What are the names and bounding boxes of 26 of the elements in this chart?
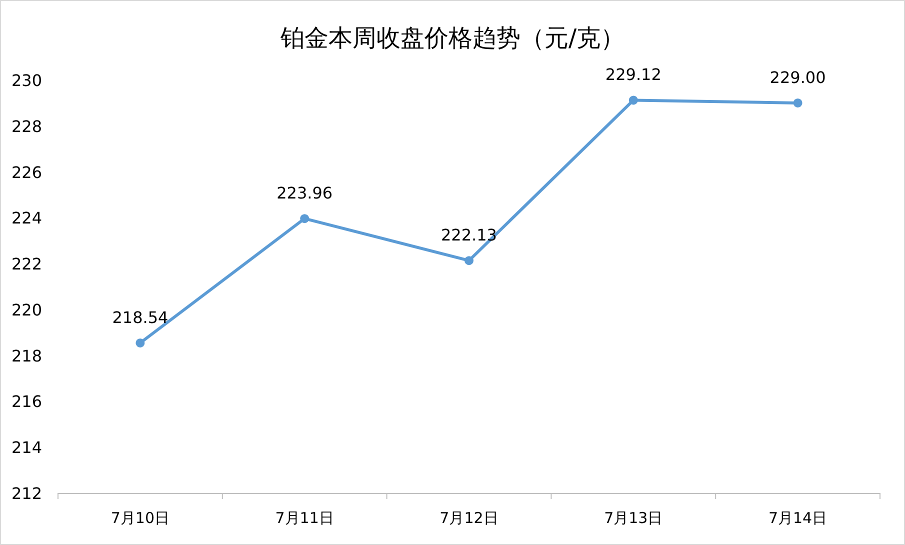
y-tick-label: 224: [11, 208, 42, 228]
x-tick-label: 7月11日: [275, 509, 334, 527]
x-tick-label: 7月13日: [604, 509, 663, 527]
y-tick-label: 218: [11, 346, 42, 366]
y-tick-label: 228: [11, 116, 42, 136]
data-label: 222.13: [441, 226, 497, 245]
y-tick-label: 212: [11, 484, 42, 503]
y-tick-label: 226: [11, 162, 42, 182]
data-label: 223.96: [276, 184, 333, 203]
y-tick-label: 220: [11, 300, 42, 320]
point: [628, 96, 638, 105]
y-tick-label: 216: [11, 392, 42, 412]
x-tick-label: 7月10日: [110, 509, 170, 527]
data-label: 218.54: [112, 308, 168, 327]
point: [136, 338, 145, 348]
point: [300, 214, 310, 224]
x-tick-label: 7月12日: [440, 509, 498, 527]
y-tick-label: 230: [11, 71, 42, 90]
data-label: 229.00: [770, 68, 826, 87]
data-label: 229.12: [605, 65, 662, 84]
point: [464, 256, 474, 266]
x-tick-label: 7月14日: [768, 509, 828, 527]
y-tick-label: 214: [11, 438, 42, 458]
chart-title: 铂金本周收盘价格趋势（元/克）: [279, 24, 625, 52]
y-tick-label: 222: [11, 254, 42, 274]
point: [793, 98, 802, 108]
